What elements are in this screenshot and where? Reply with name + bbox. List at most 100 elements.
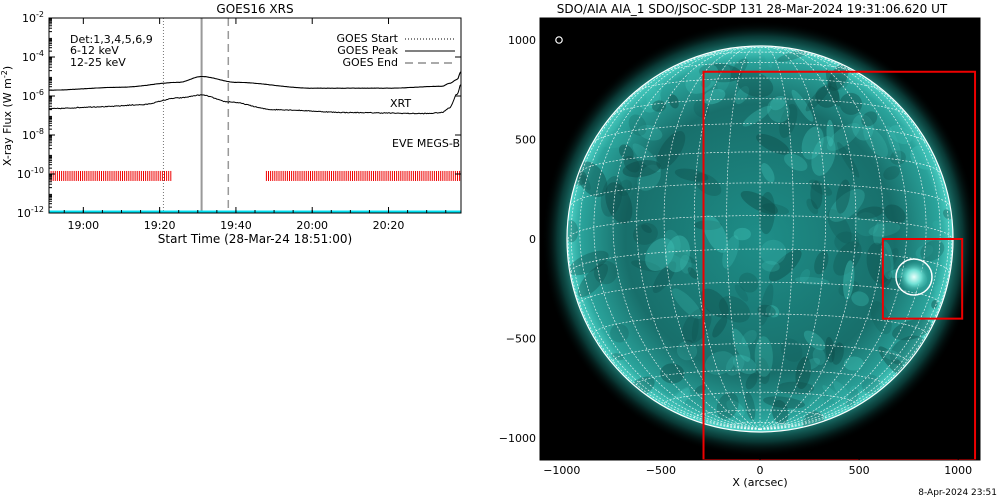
solar-feature: [712, 316, 728, 338]
latitude-line: [736, 47, 784, 49]
aia-x-tick-label: 0: [757, 464, 764, 477]
solar-feature: [691, 316, 699, 342]
solar-feature: [931, 299, 938, 309]
goes-y-tick-label: 10-8: [22, 127, 44, 142]
solar-feature: [605, 182, 633, 224]
goes-y-tick-label: 10-10: [17, 166, 44, 181]
solar-feature: [754, 336, 773, 377]
solar-feature: [676, 341, 698, 361]
longitude-line: [570, 82, 761, 430]
goes-y-ticks: 10-2 10-4 10-6 10-8 10-10 10-12: [17, 10, 461, 220]
solar-feature: [835, 179, 851, 214]
solar-feature: [803, 358, 821, 370]
longitude-line: [759, 58, 941, 430]
aia-x-tick-label: 1000: [944, 464, 972, 477]
solar-feature: [805, 82, 832, 112]
solar-feature: [843, 356, 864, 371]
aia-x-ticks: −1000 −500 0 500 1000: [543, 454, 972, 477]
solar-feature: [741, 330, 757, 346]
aia-x-tick-label: −1000: [543, 464, 580, 477]
longitude-line: [759, 47, 826, 430]
solar-feature: [610, 323, 629, 343]
solar-feature: [839, 92, 863, 115]
solar-feature: [759, 283, 774, 326]
solar-feature: [631, 260, 661, 272]
solar-feature: [837, 142, 860, 178]
solar-feature: [693, 173, 722, 196]
goes-y-tick-label: 10-6: [22, 88, 44, 103]
solar-feature: [829, 188, 865, 222]
solar-feature: [594, 128, 632, 148]
solar-feature: [801, 126, 824, 160]
solar-feature: [716, 392, 739, 420]
solar-feature: [736, 71, 774, 98]
solar-feature: [730, 58, 748, 79]
goes-x-ticks: 19:00 19:20 19:40 20:00 20:20: [63, 18, 447, 232]
solar-feature: [665, 235, 691, 273]
solar-feature: [883, 166, 900, 180]
solar-feature: [694, 220, 722, 231]
low-energy-label: 6-12 keV: [70, 44, 119, 57]
solar-feature: [763, 46, 773, 68]
xrt-coverage-bars: [49, 170, 461, 181]
flare-location-marker: [895, 258, 933, 296]
solar-feature: [834, 231, 860, 254]
solar-feature: [863, 125, 888, 158]
aia-y-ticks: 1000 500 0 −500 −1000: [499, 34, 546, 445]
solar-feature: [849, 385, 863, 408]
goes-x-tick-label: 19:40: [220, 219, 252, 232]
solar-feature: [812, 347, 826, 366]
solar-feature: [745, 373, 758, 390]
solar-feature: [883, 248, 899, 270]
solar-feature: [744, 392, 756, 421]
solar-feature: [693, 100, 710, 118]
solar-feature: [831, 342, 844, 365]
solar-feature: [843, 260, 855, 300]
solar-feature: [700, 288, 729, 318]
solar-feature: [851, 114, 874, 141]
solar-feature: [815, 85, 840, 108]
longitude-line: [759, 47, 857, 430]
high-energy-label: 12-25 keV: [70, 56, 126, 69]
solar-feature: [576, 161, 608, 198]
solar-feature: [740, 190, 778, 215]
longitude-line: [636, 48, 761, 430]
solar-feature: [639, 87, 662, 113]
solar-feature: [687, 267, 698, 279]
longitude-line: [759, 46, 794, 430]
solar-feature: [664, 229, 681, 254]
xrt-fov-box: [702, 70, 977, 460]
solar-feature: [600, 176, 623, 217]
solar-feature: [890, 150, 906, 165]
solar-feature: [733, 355, 757, 375]
goes-legend: GOES Start GOES Peak GOES End: [337, 32, 455, 69]
solar-feature: [833, 380, 855, 407]
solar-feature: [851, 291, 869, 307]
solar-feature: [672, 288, 702, 320]
solar-feature: [769, 95, 787, 111]
flare-legend-icon: [555, 36, 563, 44]
solar-feature: [638, 124, 663, 141]
solar-feature: [884, 204, 906, 224]
longitude-line: [579, 58, 761, 430]
solar-feature: [611, 353, 625, 361]
detector-label: Det:1,3,4,5,6,9: [70, 33, 153, 46]
solar-feature: [577, 263, 609, 298]
goes-title: GOES16 XRS: [216, 2, 293, 16]
solar-feature: [776, 49, 809, 62]
solar-feature: [733, 227, 751, 241]
solar-feature: [674, 168, 709, 182]
solar-feature: [679, 254, 692, 274]
solar-feature: [791, 89, 814, 122]
longitude-line: [759, 238, 953, 430]
goes-x-tick-label: 20:00: [296, 219, 328, 232]
solar-feature: [669, 248, 698, 264]
goes-xlabel: Start Time (28-Mar-24 18:51:00): [158, 232, 352, 246]
solar-feature: [732, 328, 751, 362]
goes-xrs-panel: GOES16 XRS 19:00 19:20 19:40 20:00 20:20 10-…: [0, 2, 462, 246]
solar-feature: [632, 143, 662, 173]
goes-short-channel-curve: [49, 84, 461, 115]
goes-ylabel: X-ray Flux (W m-2): [0, 66, 14, 166]
solar-feature: [703, 214, 728, 253]
